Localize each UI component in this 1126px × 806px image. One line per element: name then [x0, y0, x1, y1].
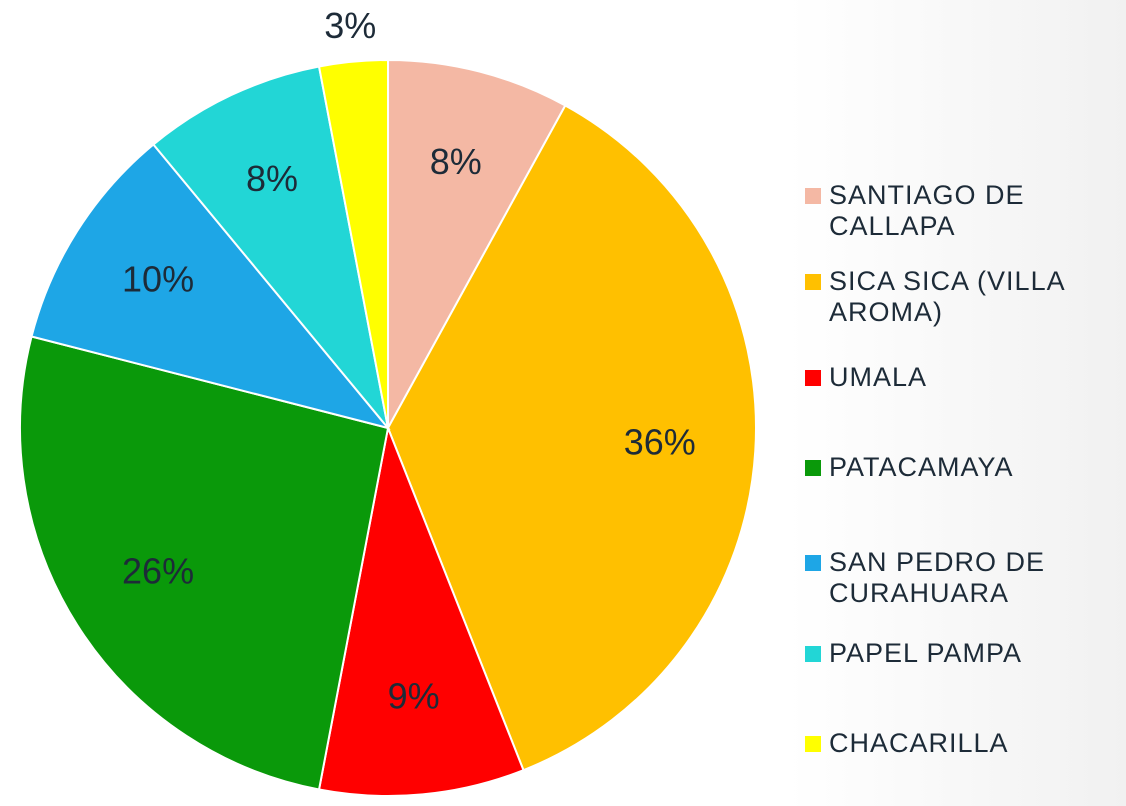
pie-slice [387, 58, 567, 429]
data-label: 10% [122, 259, 194, 300]
data-label: 8% [246, 158, 298, 199]
legend-item: CHACARILLA [805, 728, 1105, 759]
legend-swatch [805, 188, 821, 204]
legend-label: SANTIAGO DE CALLAPA [829, 180, 1025, 241]
pie-slice [317, 424, 525, 797]
legend-item: SANTIAGO DE CALLAPA [805, 180, 1105, 242]
legend-label: CHACARILLA [829, 728, 1009, 758]
legend-swatch [805, 646, 821, 662]
pie-slice [30, 143, 391, 430]
pie-slice [19, 335, 390, 791]
legend-item: UMALA [805, 362, 1105, 393]
pie-slice [317, 58, 389, 429]
legend-label: SAN PEDRO DE CURAHUARA [829, 547, 1046, 608]
data-label: 3% [324, 5, 376, 46]
legend-label: SICA SICA (VILLA AROMA) [829, 266, 1065, 327]
legend-label: PATACAMAYA [829, 452, 1014, 482]
legend-swatch [805, 736, 821, 752]
pie-slice [152, 65, 389, 429]
legend-item: PATACAMAYA [805, 452, 1105, 483]
pie-slice [386, 104, 757, 772]
legend-swatch [805, 555, 821, 571]
legend-swatch [805, 460, 821, 476]
data-label: 9% [388, 676, 440, 717]
data-label: 8% [430, 141, 482, 182]
legend-swatch [805, 274, 821, 290]
data-label: 36% [624, 422, 696, 463]
legend-item: PAPEL PAMPA [805, 638, 1105, 669]
legend-item: SAN PEDRO DE CURAHUARA [805, 547, 1105, 609]
legend-label: UMALA [829, 362, 928, 392]
legend-label: PAPEL PAMPA [829, 638, 1023, 668]
data-label: 26% [122, 550, 194, 591]
legend-item: SICA SICA (VILLA AROMA) [805, 266, 1105, 328]
legend-swatch [805, 370, 821, 386]
